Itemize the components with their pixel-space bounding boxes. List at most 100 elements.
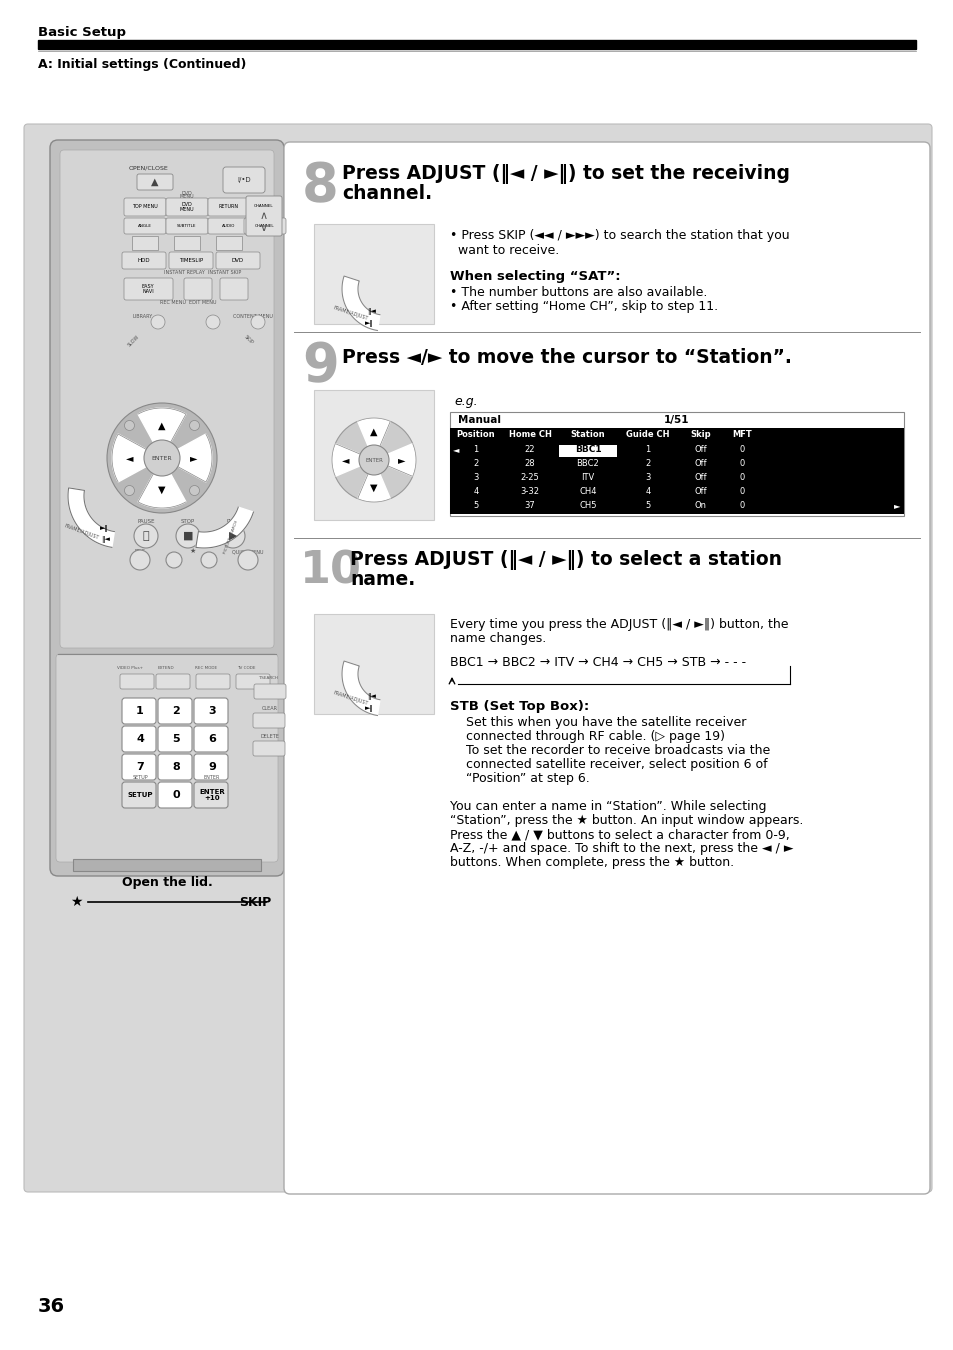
Polygon shape xyxy=(195,508,253,548)
Text: • The number buttons are also available.: • The number buttons are also available. xyxy=(450,286,706,298)
Circle shape xyxy=(124,420,134,431)
FancyBboxPatch shape xyxy=(156,674,190,688)
Text: 5: 5 xyxy=(172,734,179,744)
Text: Station: Station xyxy=(570,431,604,439)
Text: 9: 9 xyxy=(302,340,338,391)
Text: LIBRARY: LIBRARY xyxy=(132,315,153,319)
Text: ►: ► xyxy=(397,455,405,464)
Text: Basic Setup: Basic Setup xyxy=(38,26,126,39)
Text: BBC1 → BBC2 → ITV → CH4 → CH5 → STB → - - -: BBC1 → BBC2 → ITV → CH4 → CH5 → STB → - … xyxy=(450,656,745,670)
Text: ▼: ▼ xyxy=(370,483,377,493)
Polygon shape xyxy=(332,444,361,477)
Text: On: On xyxy=(695,501,706,510)
Text: 1: 1 xyxy=(644,446,650,454)
Text: 1: 1 xyxy=(136,706,144,716)
Polygon shape xyxy=(357,418,390,447)
FancyBboxPatch shape xyxy=(253,741,285,756)
Text: EXTEND: EXTEND xyxy=(157,666,174,670)
Text: EASY
NAVI: EASY NAVI xyxy=(142,284,154,294)
Circle shape xyxy=(206,315,220,329)
Text: • After setting “Home CH”, skip to step 11.: • After setting “Home CH”, skip to step … xyxy=(450,300,718,313)
Text: Press the ▲ / ▼ buttons to select a character from 0-9,: Press the ▲ / ▼ buttons to select a char… xyxy=(450,828,789,841)
Bar xyxy=(450,500,903,514)
Text: TIMESLIP: TIMESLIP xyxy=(178,258,203,263)
Bar xyxy=(314,614,434,714)
FancyBboxPatch shape xyxy=(244,217,286,234)
Circle shape xyxy=(251,315,265,329)
Text: RETURN: RETURN xyxy=(218,204,239,209)
Text: 8: 8 xyxy=(302,161,338,212)
Polygon shape xyxy=(357,472,390,502)
Text: To set the recorder to receive broadcasts via the: To set the recorder to receive broadcast… xyxy=(465,744,769,757)
Text: I/•D: I/•D xyxy=(237,177,251,184)
FancyBboxPatch shape xyxy=(158,782,192,809)
Text: PAUSE: PAUSE xyxy=(137,518,154,524)
Text: ⏸: ⏸ xyxy=(143,531,150,541)
Text: ANGLE: ANGLE xyxy=(138,224,152,228)
Text: ►: ► xyxy=(190,454,197,463)
Text: ◄: ◄ xyxy=(126,454,133,463)
Text: 5: 5 xyxy=(473,501,478,510)
Text: Press ADJUST (‖◄ / ►‖) to select a station: Press ADJUST (‖◄ / ►‖) to select a stati… xyxy=(350,549,781,570)
Bar xyxy=(215,236,242,250)
Text: You can enter a name in “Station”. While selecting: You can enter a name in “Station”. While… xyxy=(450,801,765,813)
Text: Off: Off xyxy=(694,459,706,468)
Text: DVD
MENU: DVD MENU xyxy=(179,201,194,212)
Text: ★: ★ xyxy=(190,548,196,554)
FancyBboxPatch shape xyxy=(158,755,192,780)
Text: A-Z, -/+ and space. To shift to the next, press the ◄ / ►: A-Z, -/+ and space. To shift to the next… xyxy=(450,842,793,855)
Text: 0: 0 xyxy=(739,459,744,468)
FancyBboxPatch shape xyxy=(122,698,156,724)
Text: “Position” at step 6.: “Position” at step 6. xyxy=(465,772,589,784)
Bar xyxy=(450,458,903,472)
Text: 0: 0 xyxy=(739,487,744,495)
Text: BBC2: BBC2 xyxy=(576,459,598,468)
Text: 2-25: 2-25 xyxy=(520,472,538,482)
Text: ►‖: ►‖ xyxy=(365,320,374,327)
Text: Press ◄/► to move the cursor to “Station”.: Press ◄/► to move the cursor to “Station… xyxy=(341,348,791,367)
Text: REC MODE: REC MODE xyxy=(194,666,217,670)
FancyBboxPatch shape xyxy=(50,140,284,876)
Text: Manual: Manual xyxy=(457,414,500,425)
Text: 3: 3 xyxy=(208,706,215,716)
FancyBboxPatch shape xyxy=(137,174,172,190)
Text: ∨: ∨ xyxy=(259,223,268,234)
FancyBboxPatch shape xyxy=(60,150,274,648)
Text: ITV: ITV xyxy=(580,472,594,482)
Text: Skip: Skip xyxy=(690,431,711,439)
Circle shape xyxy=(190,420,199,431)
Text: CHANNEL: CHANNEL xyxy=(253,204,274,208)
Text: SKIP: SKIP xyxy=(242,333,253,346)
Text: ◄: ◄ xyxy=(342,455,350,464)
Text: SUBTITLE: SUBTITLE xyxy=(177,224,196,228)
Circle shape xyxy=(166,552,182,568)
Text: REC MENU  EDIT MENU: REC MENU EDIT MENU xyxy=(159,300,216,305)
Text: ENTER: ENTER xyxy=(204,775,220,780)
Text: CH4: CH4 xyxy=(578,487,597,495)
Text: Home CH: Home CH xyxy=(508,431,551,439)
FancyBboxPatch shape xyxy=(220,278,248,300)
Bar xyxy=(450,412,903,516)
Text: ENTER
+10: ENTER +10 xyxy=(199,788,225,802)
FancyBboxPatch shape xyxy=(124,278,172,300)
Text: e.g.: e.g. xyxy=(454,396,477,408)
Text: T.SEARCH: T.SEARCH xyxy=(258,676,277,680)
FancyBboxPatch shape xyxy=(166,198,208,216)
Bar xyxy=(173,236,200,250)
Text: Off: Off xyxy=(694,472,706,482)
Text: CONTENT MENU: CONTENT MENU xyxy=(233,315,273,319)
Text: name.: name. xyxy=(350,570,415,589)
Polygon shape xyxy=(341,275,379,331)
FancyBboxPatch shape xyxy=(120,674,153,688)
Text: 8: 8 xyxy=(172,761,180,772)
Text: DELETE: DELETE xyxy=(260,734,279,740)
Text: 5: 5 xyxy=(644,501,650,510)
Text: 10: 10 xyxy=(299,549,361,593)
FancyBboxPatch shape xyxy=(24,124,931,1192)
FancyBboxPatch shape xyxy=(158,726,192,752)
FancyBboxPatch shape xyxy=(158,698,192,724)
Text: ‖◄: ‖◄ xyxy=(367,694,376,701)
Text: “Station”, press the ★ button. An input window appears.: “Station”, press the ★ button. An input … xyxy=(450,814,802,828)
Text: CH5: CH5 xyxy=(578,501,597,510)
Text: DVD: DVD xyxy=(181,190,193,196)
